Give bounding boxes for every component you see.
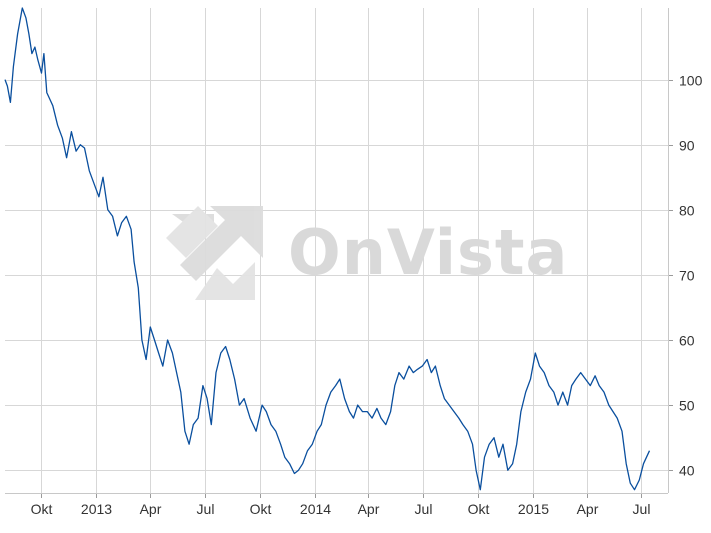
y-tick-label: 40 [679, 463, 695, 479]
x-tick-label: Jul [633, 501, 651, 517]
x-tick-label: Okt [31, 501, 53, 517]
y-tick-label: 100 [679, 73, 703, 89]
y-tick-label: 80 [679, 203, 695, 219]
x-tick-label: Apr [358, 501, 380, 517]
onvista-logo-icon [166, 206, 263, 300]
watermark-text: OnVista [288, 216, 568, 289]
tick-labels: Okt 2013 Apr Jul Okt 2014 Apr Jul Okt 2015 Apr Jul 4… [31, 73, 703, 518]
axes [5, 8, 673, 498]
y-tick-label: 50 [679, 398, 695, 414]
x-tick-label: 2015 [518, 501, 549, 517]
x-tick-label: Okt [250, 501, 272, 517]
y-tick-label: 90 [679, 138, 695, 154]
x-tick-label: Apr [140, 501, 162, 517]
series-layer [4, 7, 651, 491]
y-tick-label: 60 [679, 333, 695, 349]
watermark: OnVista [166, 206, 568, 300]
series-line-0 [4, 7, 651, 491]
grid [5, 8, 668, 493]
x-tick-label: Jul [415, 501, 433, 517]
x-tick-label: Jul [197, 501, 215, 517]
x-tick-label: 2013 [81, 501, 112, 517]
x-tick-label: Okt [468, 501, 490, 517]
x-tick-label: Apr [577, 501, 599, 517]
y-tick-label: 70 [679, 268, 695, 284]
x-tick-label: 2014 [300, 501, 331, 517]
